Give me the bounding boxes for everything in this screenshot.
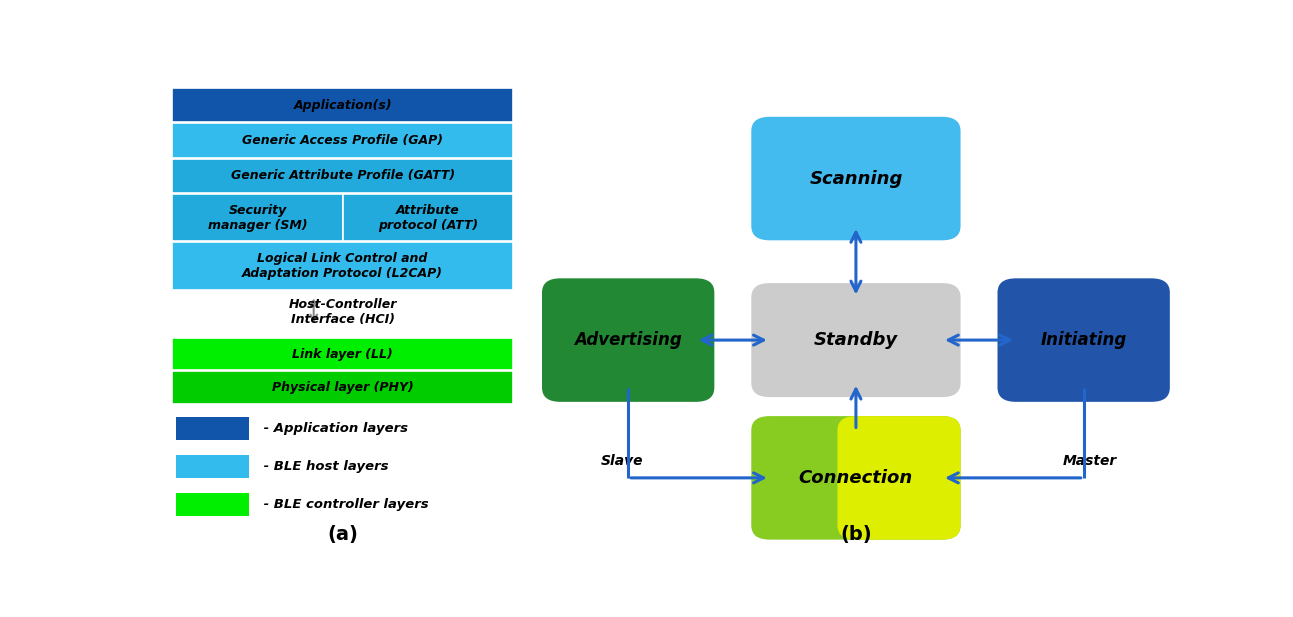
Text: Advertising: Advertising — [574, 331, 681, 349]
FancyBboxPatch shape — [751, 416, 961, 540]
Text: Generic Access Profile (GAP): Generic Access Profile (GAP) — [242, 134, 443, 147]
FancyBboxPatch shape — [172, 88, 513, 123]
FancyBboxPatch shape — [751, 117, 961, 240]
FancyBboxPatch shape — [172, 159, 513, 193]
Text: - BLE host layers: - BLE host layers — [260, 460, 389, 473]
Text: Initiating: Initiating — [1041, 331, 1126, 349]
Text: Slave: Slave — [601, 454, 644, 468]
Text: Scanning: Scanning — [809, 170, 903, 188]
FancyBboxPatch shape — [838, 416, 961, 540]
FancyBboxPatch shape — [343, 194, 513, 241]
Text: Standby: Standby — [813, 331, 899, 349]
FancyBboxPatch shape — [751, 283, 961, 397]
FancyBboxPatch shape — [997, 278, 1170, 402]
Text: Security
manager (SM): Security manager (SM) — [208, 204, 308, 231]
FancyBboxPatch shape — [172, 338, 513, 370]
Text: Physical layer (PHY): Physical layer (PHY) — [272, 381, 414, 394]
Text: Master: Master — [1063, 454, 1117, 468]
Text: Generic Attribute Profile (GATT): Generic Attribute Profile (GATT) — [230, 169, 455, 182]
FancyBboxPatch shape — [176, 455, 248, 478]
FancyBboxPatch shape — [172, 123, 513, 158]
Text: Connection: Connection — [799, 469, 913, 487]
FancyBboxPatch shape — [172, 194, 343, 241]
Text: Host-Controller
Interface (HCI): Host-Controller Interface (HCI) — [288, 298, 397, 326]
Text: - BLE controller layers: - BLE controller layers — [260, 498, 429, 511]
FancyBboxPatch shape — [172, 242, 513, 290]
FancyBboxPatch shape — [172, 371, 513, 404]
Text: (b): (b) — [840, 526, 871, 544]
FancyBboxPatch shape — [176, 492, 248, 516]
Text: (a): (a) — [327, 526, 358, 544]
FancyBboxPatch shape — [542, 278, 714, 402]
Text: - Application layers: - Application layers — [260, 422, 409, 435]
FancyBboxPatch shape — [176, 416, 248, 441]
Text: Attribute
protocol (ATT): Attribute protocol (ATT) — [378, 204, 478, 231]
Text: Logical Link Control and
Adaptation Protocol (L2CAP): Logical Link Control and Adaptation Prot… — [242, 252, 443, 280]
Text: Application(s): Application(s) — [294, 99, 392, 112]
Text: Link layer (LL): Link layer (LL) — [292, 348, 393, 361]
